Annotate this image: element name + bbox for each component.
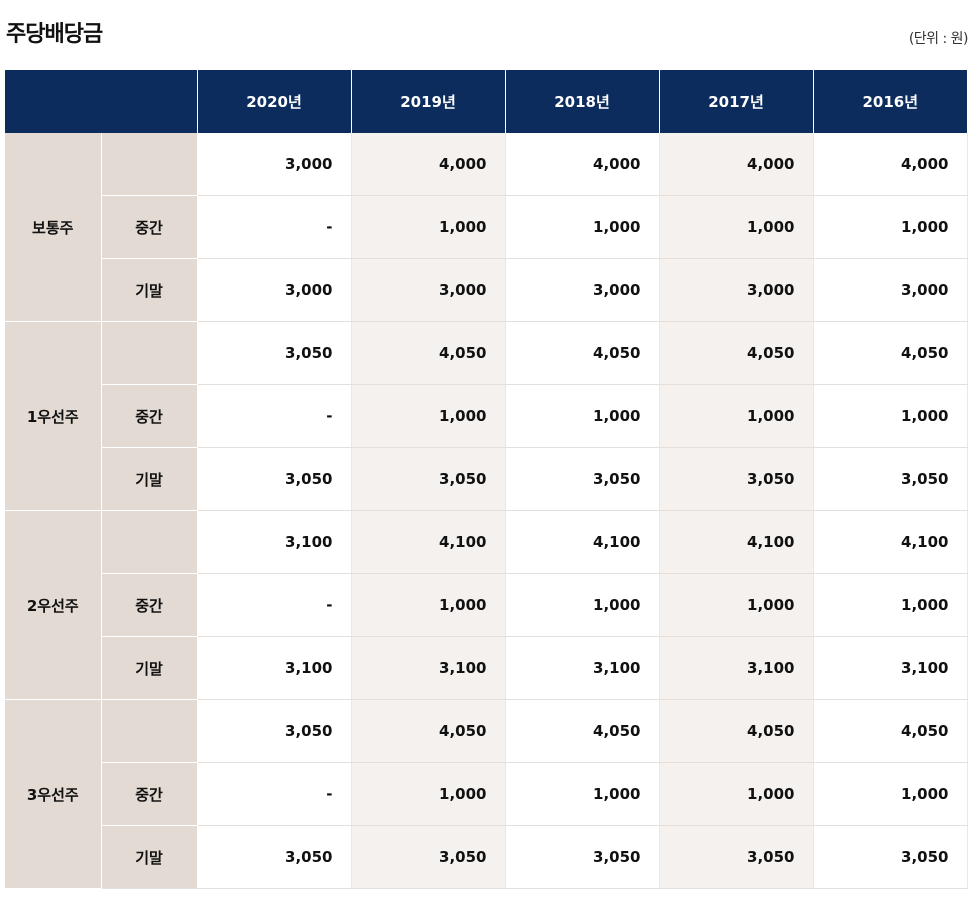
year-header: 2020년 [197, 70, 352, 133]
table-row: 중간 -1,000 1,000 1,000 1,000 [5, 573, 968, 637]
period-label [101, 321, 198, 385]
dividend-value-cell: 4,100 [659, 510, 814, 574]
table-row: 중간 -1,000 1,000 1,000 1,000 [5, 384, 968, 448]
dividend-value-cell: - [197, 384, 352, 448]
dividend-value-cell: 3,050 [197, 447, 352, 511]
dividend-value-cell: 3,000 [505, 258, 660, 322]
table-row: 기말 3,050 3,050 3,050 3,050 3,050 [5, 447, 968, 511]
header-blank-cell [5, 70, 198, 133]
year-header: 2019년 [351, 70, 506, 133]
table-row: 중간 -1,000 1,000 1,000 1,000 [5, 762, 968, 826]
dividend-value-cell: 3,050 [505, 447, 660, 511]
dividend-value-cell: 3,000 [197, 133, 352, 196]
dividend-value-cell: 3,050 [659, 447, 814, 511]
share-type-label: 2우선주 [5, 510, 102, 700]
dividend-value-cell: 4,000 [659, 133, 814, 196]
dividend-value-cell: 4,050 [659, 321, 814, 385]
dividend-value-cell: 1,000 [505, 384, 660, 448]
table-row: 기말 3,050 3,050 3,050 3,050 3,050 [5, 825, 968, 889]
page-title: 주당배당금 [6, 22, 103, 47]
dividend-value-cell: 4,100 [505, 510, 660, 574]
dividend-value-cell: 1,000 [351, 384, 506, 448]
dividend-value-cell: 4,050 [505, 321, 660, 385]
period-label: 기말 [101, 825, 198, 889]
dividend-value-cell: 1,000 [351, 195, 506, 259]
dividend-value-cell: 3,000 [197, 258, 352, 322]
table-row: 3우선주 3,050 4,050 4,050 4,050 4,050 [5, 699, 968, 889]
dividend-value-cell: 3,000 [813, 258, 968, 322]
share-type-label: 1우선주 [5, 321, 102, 511]
dividend-value-cell: 3,000 [351, 258, 506, 322]
period-label [101, 699, 198, 763]
dividend-value-cell: 4,100 [813, 510, 968, 574]
dividend-value-cell: 3,100 [813, 636, 968, 700]
dividend-value-cell: 4,050 [813, 321, 968, 385]
table-body: 보통주 3,000 4,000 4,000 4,000 4,000 중간 -1,000 1,00… [5, 133, 968, 889]
dividend-value-cell: - [197, 573, 352, 637]
dividend-value-cell: 1,000 [813, 384, 968, 448]
table-row: 보통주 3,000 4,000 4,000 4,000 4,000 [5, 133, 968, 322]
period-label: 중간 [101, 762, 198, 826]
period-label: 기말 [101, 258, 198, 322]
dividend-value-cell: - [197, 195, 352, 259]
year-header: 2018년 [505, 70, 660, 133]
year-header: 2016년 [813, 70, 967, 133]
dividend-value-cell: 3,050 [351, 447, 506, 511]
dividend-value-cell: 1,000 [659, 384, 814, 448]
dividend-value-cell: 3,050 [813, 447, 968, 511]
dividend-value-cell: 3,050 [813, 825, 968, 889]
dividend-value-cell: 3,000 [659, 258, 814, 322]
dividend-value-cell: 4,100 [351, 510, 506, 574]
dividend-value-cell: 1,000 [659, 573, 814, 637]
period-label: 중간 [101, 384, 198, 448]
dividend-value-cell: 1,000 [813, 195, 968, 259]
period-label: 기말 [101, 636, 198, 700]
dividend-value-cell: 1,000 [505, 573, 660, 637]
dividend-value-cell: 3,100 [351, 636, 506, 700]
dividend-value-cell: 3,050 [659, 825, 814, 889]
dividend-value-cell: 4,000 [505, 133, 660, 196]
dividend-value-cell: - [197, 762, 352, 826]
dividend-value-cell: 3,050 [197, 825, 352, 889]
table-row: 기말 3,100 3,100 3,100 3,100 3,100 [5, 636, 968, 700]
dividend-value-cell: 4,000 [813, 133, 968, 196]
dividend-value-cell: 4,050 [351, 321, 506, 385]
dividend-value-cell: 3,050 [505, 825, 660, 889]
dividend-value-cell: 1,000 [505, 762, 660, 826]
dividend-value-cell: 1,000 [813, 762, 968, 826]
dividend-value-cell: 4,050 [813, 699, 968, 763]
dividend-value-cell: 3,100 [505, 636, 660, 700]
dividend-value-cell: 3,100 [659, 636, 814, 700]
dividend-value-cell: 1,000 [505, 195, 660, 259]
table-row: 기말 3,000 3,000 3,000 3,000 3,000 [5, 258, 968, 322]
dividend-value-cell: 3,100 [197, 636, 352, 700]
dividend-value-cell: 3,050 [197, 321, 352, 385]
period-label: 중간 [101, 573, 198, 637]
table-row: 1우선주 3,050 4,050 4,050 4,050 4,050 [5, 321, 968, 511]
dividend-value-cell: 4,050 [505, 699, 660, 763]
table-row: 중간 -1,000 1,000 1,000 1,000 [5, 195, 968, 259]
dividend-value-cell: 4,000 [351, 133, 506, 196]
share-type-label: 3우선주 [5, 699, 102, 889]
dividend-value-cell: 1,000 [659, 762, 814, 826]
dividend-value-cell: 1,000 [813, 573, 968, 637]
period-label [101, 510, 198, 574]
period-label: 중간 [101, 195, 198, 259]
dividend-value-cell: 3,100 [197, 510, 352, 574]
dividend-value-cell: 3,050 [351, 825, 506, 889]
dividend-value-cell: 1,000 [351, 762, 506, 826]
dividend-value-cell: 1,000 [659, 195, 814, 259]
period-label: 기말 [101, 447, 198, 511]
dividend-value-cell: 4,050 [659, 699, 814, 763]
share-type-label: 보통주 [5, 133, 102, 322]
dividend-value-cell: 1,000 [351, 573, 506, 637]
year-header: 2017년 [659, 70, 814, 133]
dividend-value-cell: 3,050 [197, 699, 352, 763]
table-row: 2우선주 3,100 4,100 4,100 4,100 4,100 [5, 510, 968, 700]
dividend-value-cell: 4,050 [351, 699, 506, 763]
table-header-row: 2020년 2019년 2018년 2017년 2016년 [5, 70, 967, 133]
dividend-table: 2020년 2019년 2018년 2017년 2016년 보통주 3,000 4,… [5, 70, 968, 889]
period-label [101, 133, 198, 196]
unit-label: (단위 : 원) [908, 31, 968, 47]
